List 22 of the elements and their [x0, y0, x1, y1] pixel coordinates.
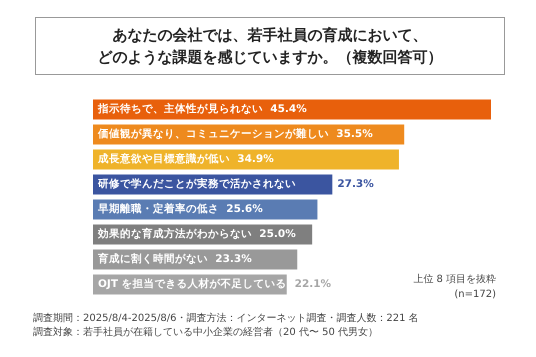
- y-tick-label: 育成に割く時間がない: [97, 252, 208, 266]
- data-label: 25.0%: [259, 228, 296, 240]
- annotation: (n=172): [453, 288, 496, 302]
- text: 調査期間：2025/8/4-2025/8/6・調査方法：インターネット調査・調査人数：221 名: [33, 312, 419, 326]
- text: 調査対象：若手社員が在籍している中小企業の経営者（20 代〜 50 代男女）: [33, 326, 379, 340]
- y-tick-label: 価値観が異なり、コミュニケーションが難しい: [97, 127, 329, 140]
- data-label: 23.3%: [215, 253, 252, 266]
- y-tick-label: 早期離職・定着率の低さ: [97, 202, 219, 216]
- data-label: 25.6%: [226, 203, 264, 216]
- y-tick-label: 効果的な育成方法がわからない: [97, 227, 252, 240]
- chart-title: あなたの会社では、若手社員の育成において、: [112, 25, 428, 46]
- y-tick-label: 研修で学んだことが実務で活かされない: [97, 177, 296, 190]
- data-label: 35.5%: [336, 128, 374, 140]
- data-label: 27.3%: [337, 178, 374, 190]
- y-tick-label: 指示待ちで、主体性が見られない: [97, 102, 263, 116]
- chart-subtitle: どのような課題を感じていますか。（複数回答可）: [98, 47, 442, 68]
- data-label: 22.1%: [294, 278, 332, 290]
- data-label: 45.4%: [270, 103, 308, 116]
- y-tick-label: 成長意欲や目標意識が低い: [97, 152, 230, 166]
- annotation: 上位 8 項目を抜粋: [413, 272, 496, 287]
- y-tick-label: OJT を担当できる人材が不足している: [98, 277, 287, 290]
- data-label: 34.9%: [237, 153, 274, 166]
